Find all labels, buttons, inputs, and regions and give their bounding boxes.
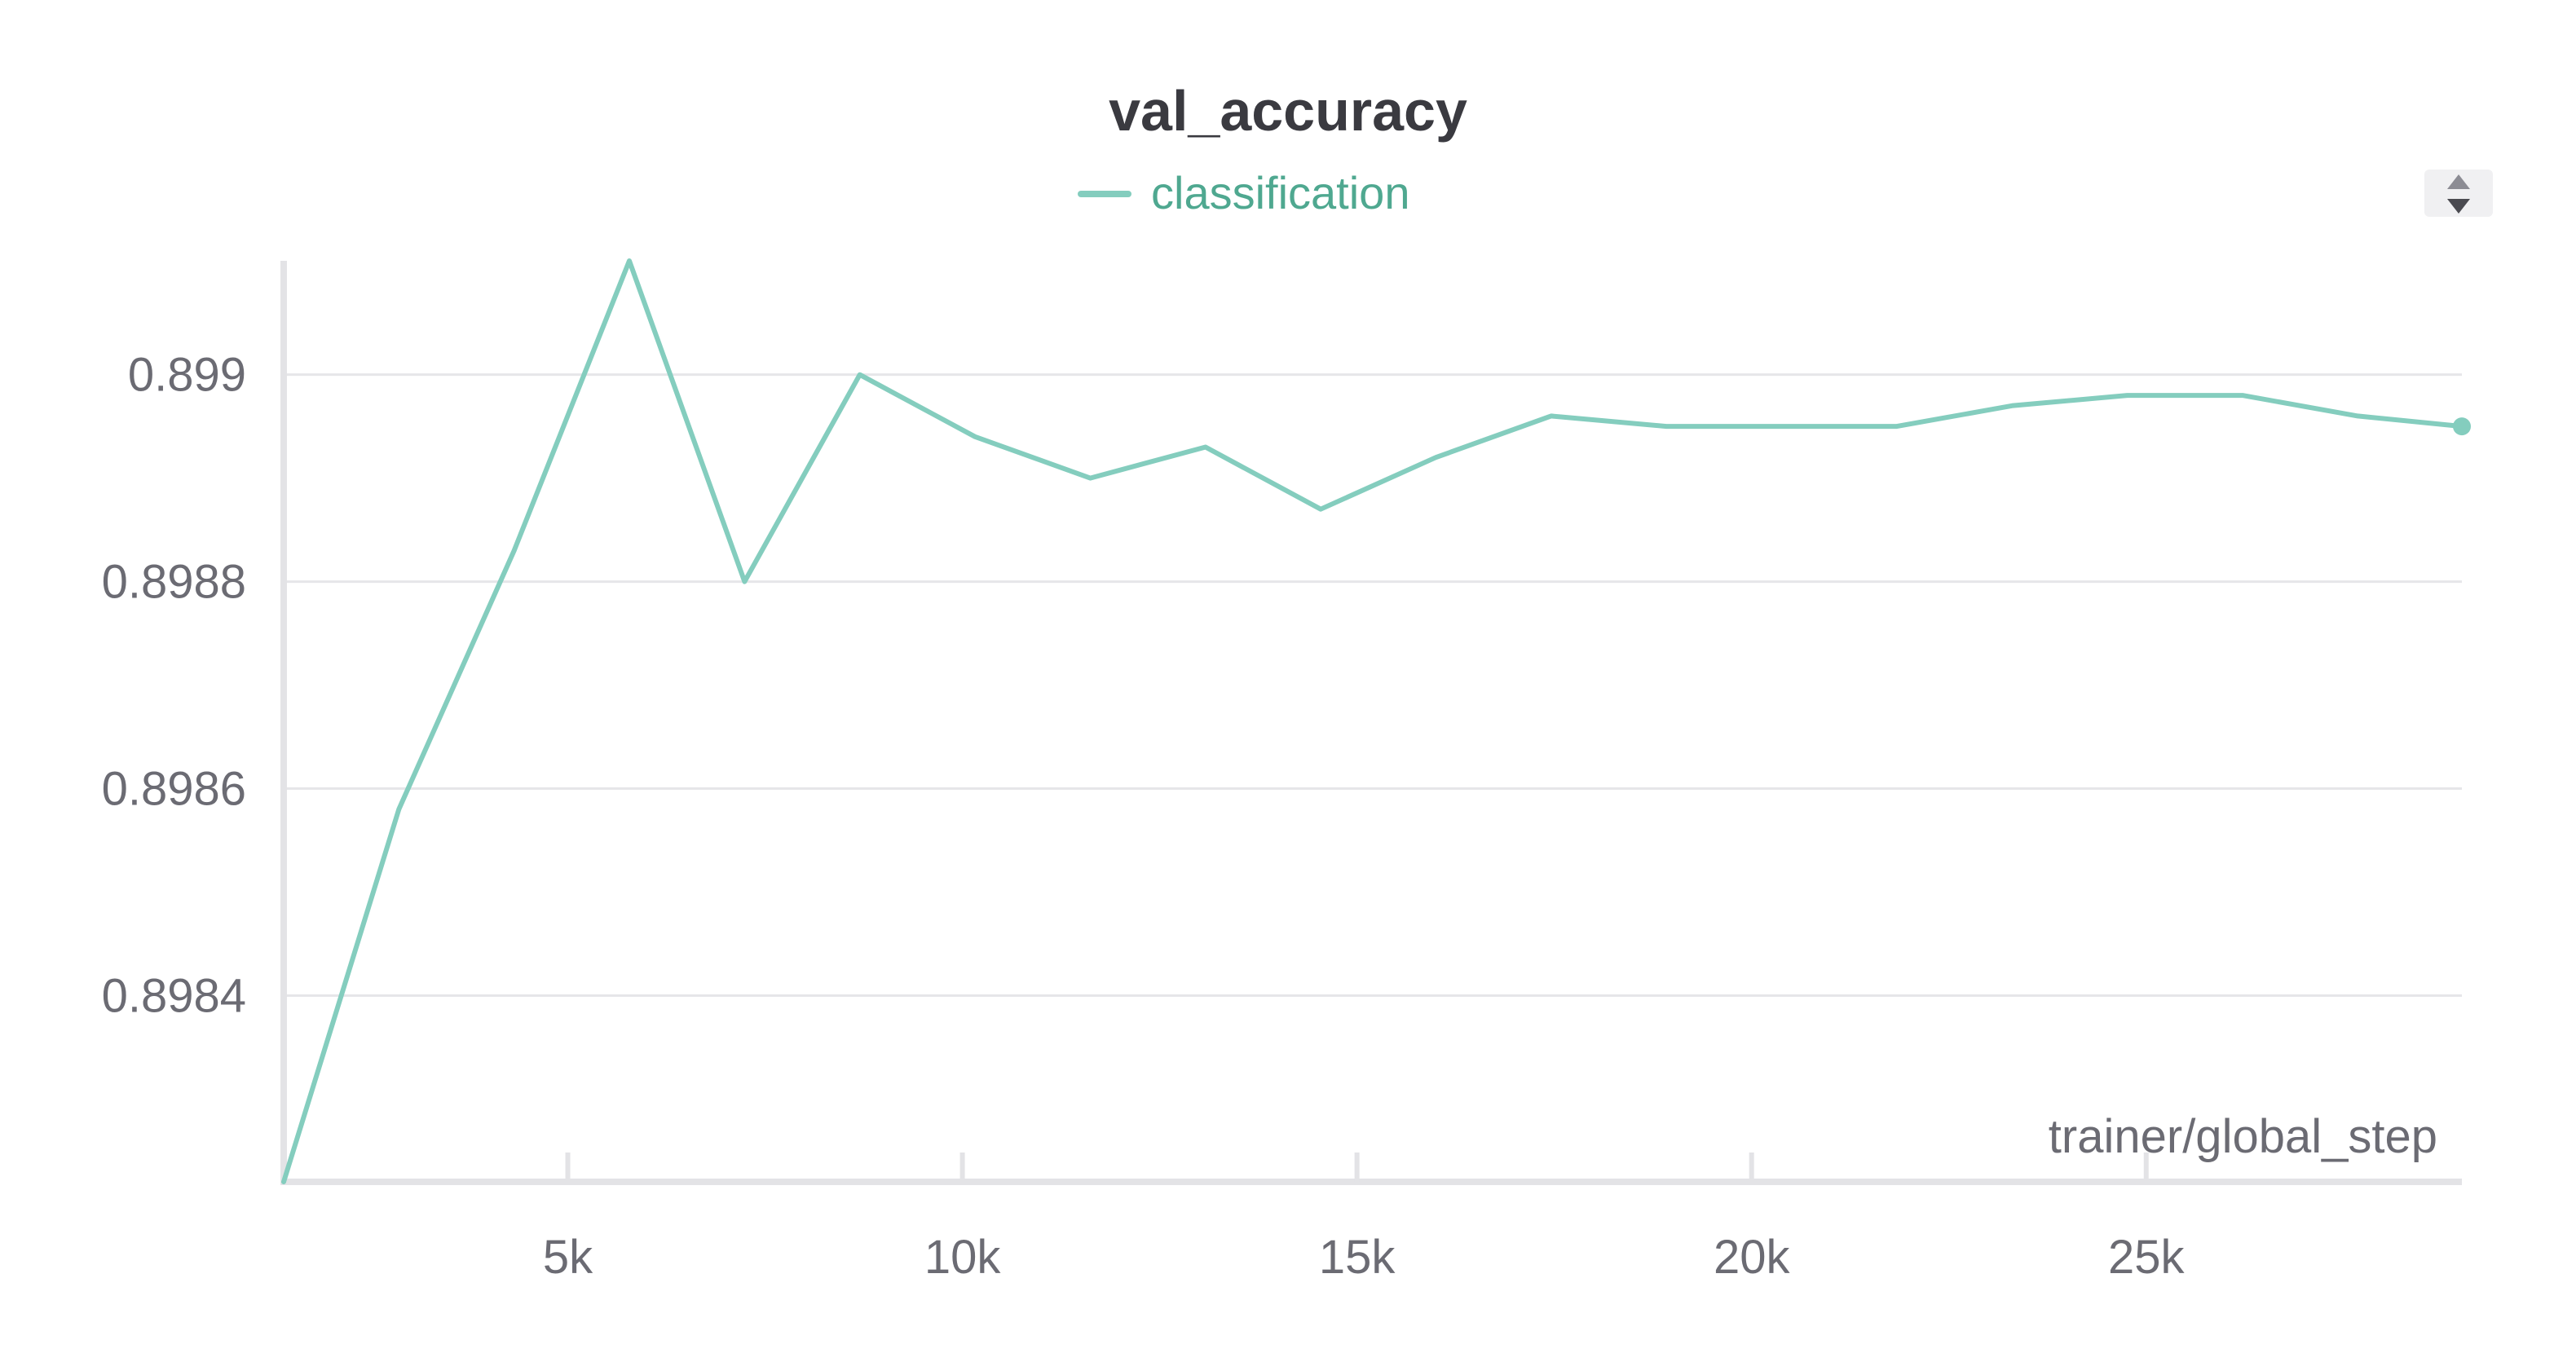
y-tick-label: 0.899 — [128, 349, 246, 402]
sort-up-icon[interactable] — [2447, 174, 2470, 189]
y-tick-label: 0.8988 — [102, 556, 246, 609]
series-line-classification — [281, 258, 2464, 1184]
legend-label: classification — [1151, 167, 1409, 218]
series-endpoint-marker — [2453, 417, 2471, 436]
chart-title: val_accuracy — [1109, 79, 1467, 143]
x-tick-label: 25k — [2108, 1231, 2186, 1284]
x-tick-label: 10k — [924, 1231, 1002, 1284]
y-tick-label: 0.8984 — [102, 969, 246, 1022]
x-tick-label: 5k — [543, 1231, 593, 1284]
x-tick-label: 15k — [1319, 1231, 1396, 1284]
y-tick-label: 0.8986 — [102, 763, 246, 816]
sort-down-icon[interactable] — [2447, 199, 2470, 214]
x-axis-title: trainer/global_step — [2049, 1110, 2437, 1163]
legend-scroll-button[interactable] — [2424, 170, 2493, 217]
x-tick-label: 20k — [1714, 1231, 1791, 1284]
